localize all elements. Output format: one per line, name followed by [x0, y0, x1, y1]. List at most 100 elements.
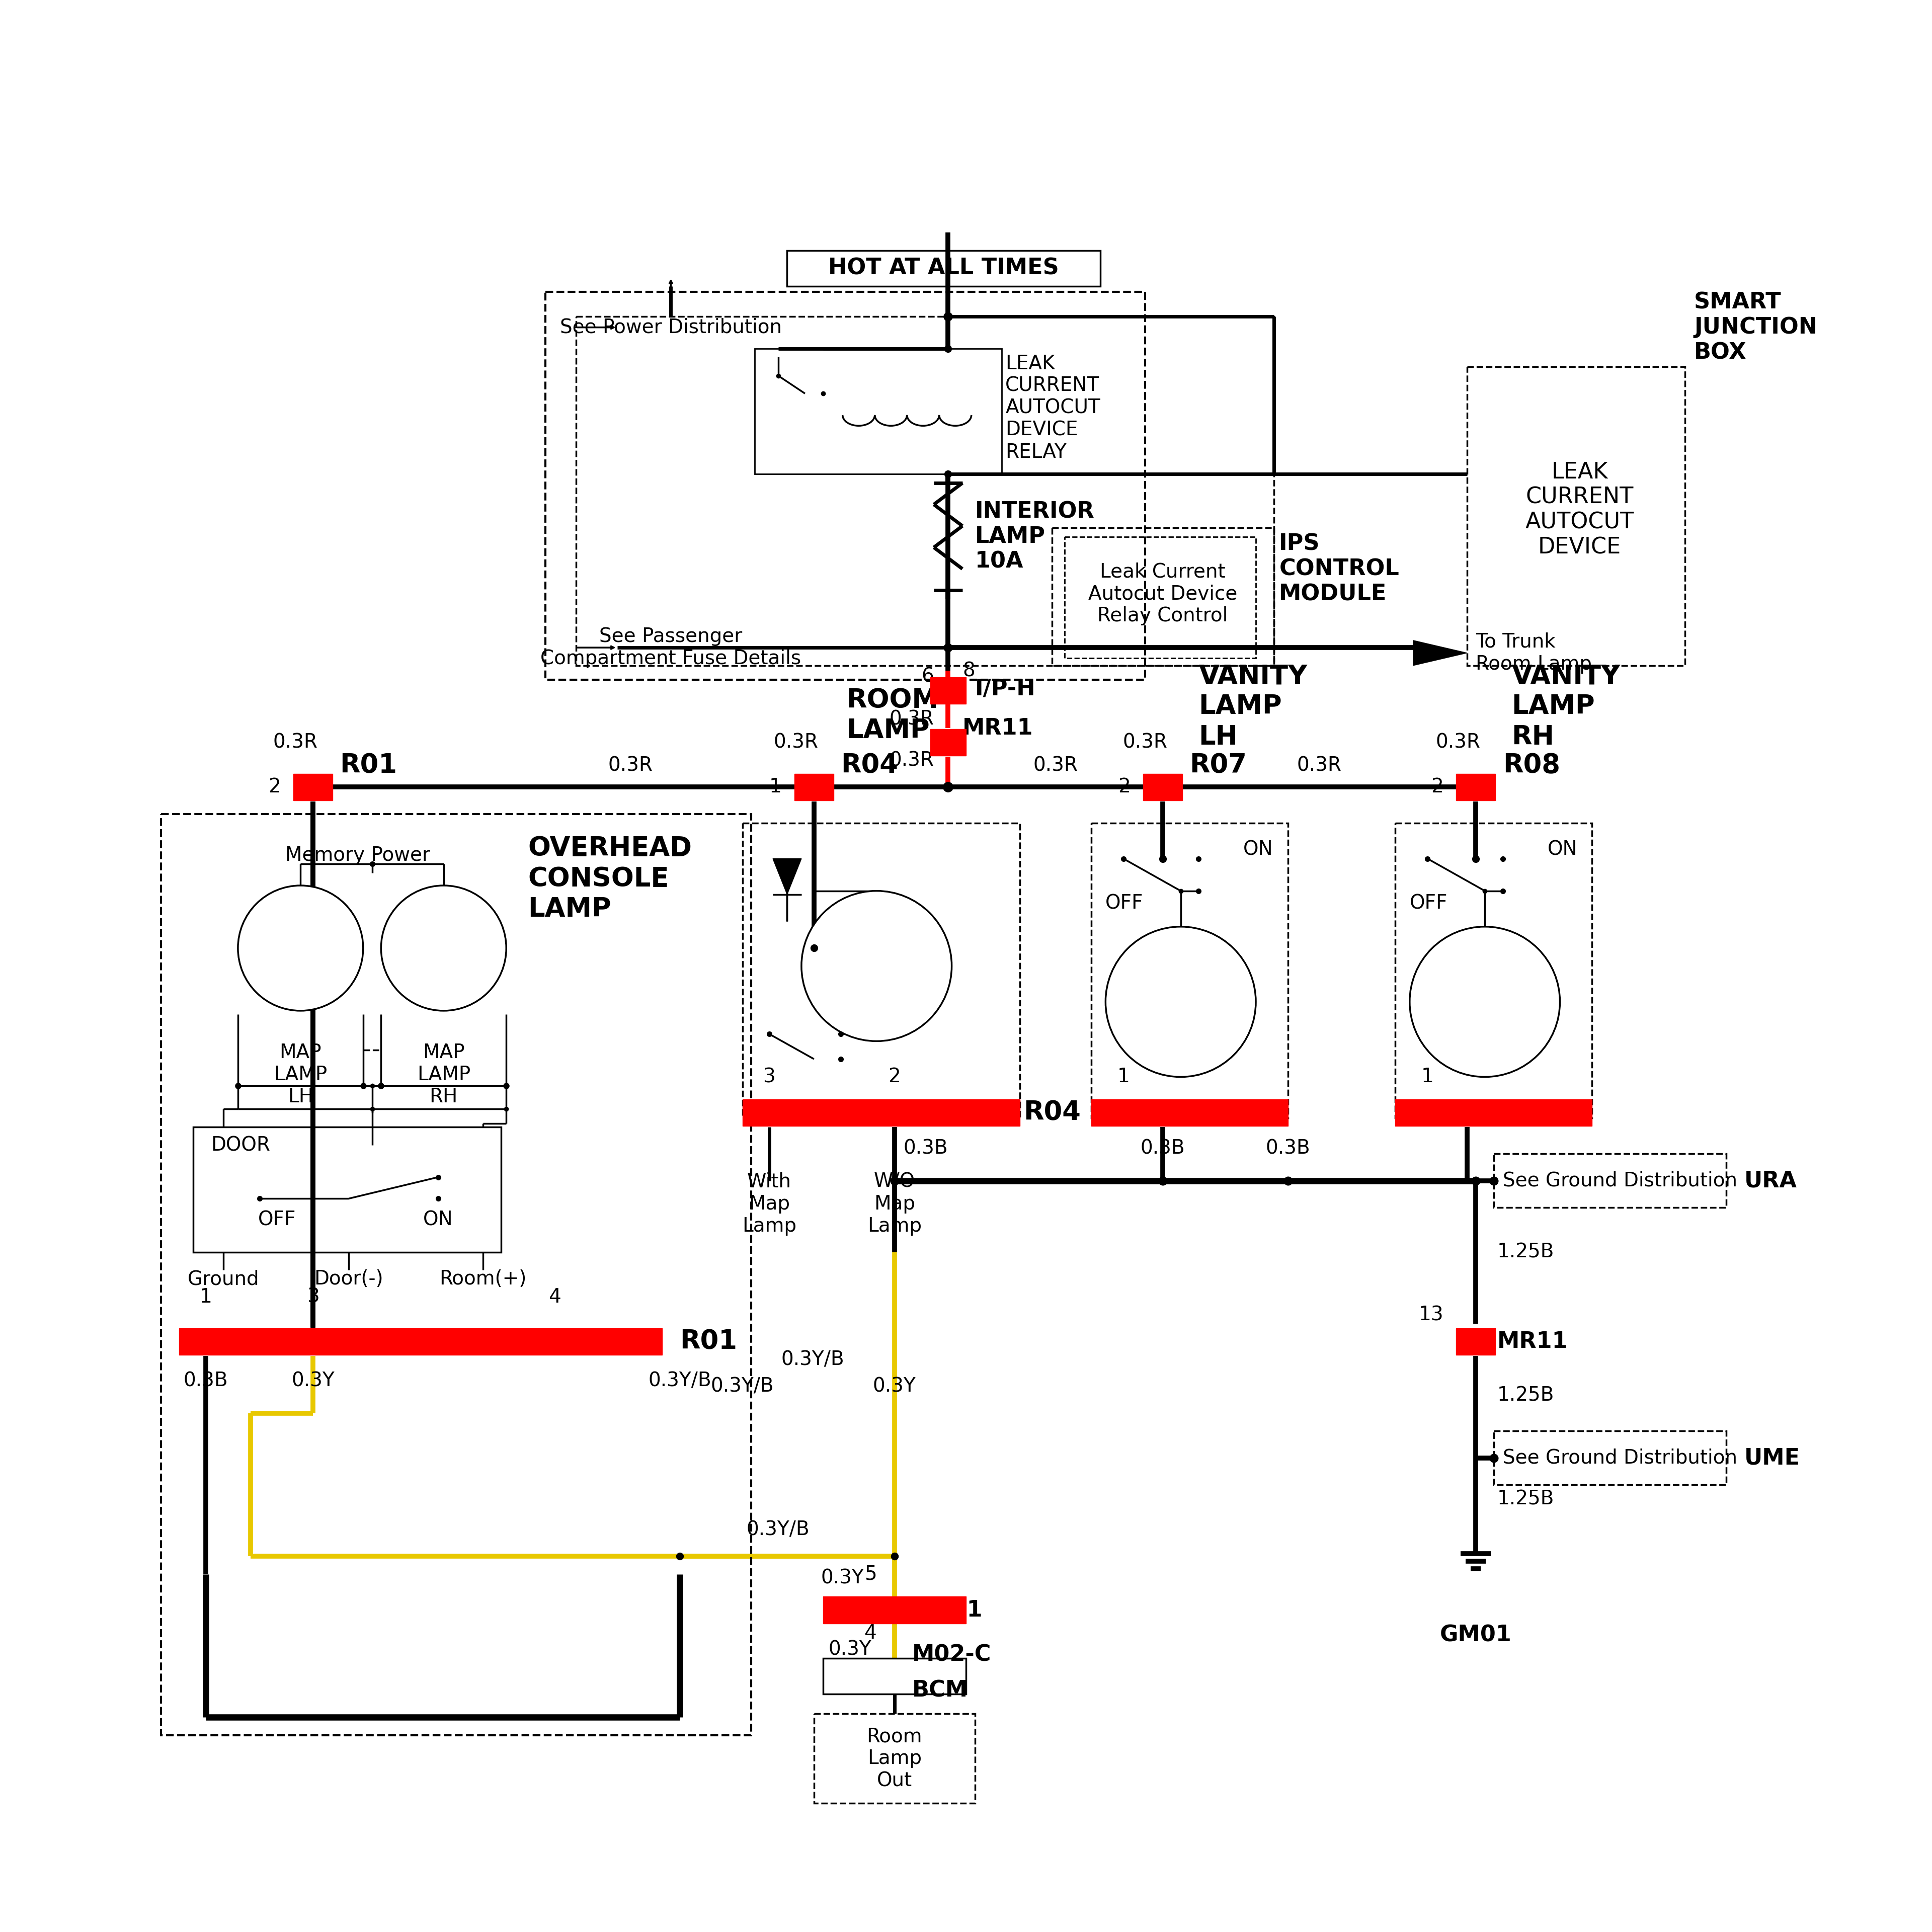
- Circle shape: [238, 885, 363, 1010]
- Text: UME: UME: [1745, 1447, 1801, 1468]
- Bar: [929, 728, 966, 755]
- Text: R04: R04: [1024, 1099, 1080, 1126]
- Text: LEAK
CURRENT
AUTOCUT
DEVICE
RELAY: LEAK CURRENT AUTOCUT DEVICE RELAY: [1005, 354, 1101, 462]
- Text: DOOR: DOOR: [211, 1136, 270, 1155]
- Text: See Ground Distribution: See Ground Distribution: [1503, 1171, 1737, 1190]
- Text: e: e: [437, 937, 450, 958]
- Text: See Passenger
Compartment Fuse Details: See Passenger Compartment Fuse Details: [541, 628, 802, 668]
- Text: OFF: OFF: [259, 1211, 296, 1229]
- Text: BCM: BCM: [912, 1679, 968, 1702]
- Bar: [1065, 537, 1256, 659]
- Text: 2: 2: [269, 777, 280, 796]
- Text: 6: 6: [922, 667, 933, 686]
- Text: 0.3R: 0.3R: [889, 752, 933, 769]
- Text: M02-C: M02-C: [912, 1644, 991, 1665]
- Text: OFF: OFF: [1410, 895, 1447, 914]
- Text: 1: 1: [199, 1287, 213, 1306]
- Text: R01: R01: [340, 753, 398, 779]
- Bar: [1092, 1099, 1289, 1126]
- Text: GM01: GM01: [1439, 1625, 1513, 1646]
- Text: e: e: [869, 954, 885, 978]
- Text: 5: 5: [864, 1565, 877, 1584]
- Text: 13: 13: [1418, 1306, 1443, 1325]
- Text: ON: ON: [1244, 840, 1273, 860]
- Text: 4: 4: [549, 1287, 560, 1306]
- Bar: [755, 350, 1003, 473]
- Text: 0.3R: 0.3R: [609, 755, 653, 775]
- Bar: [294, 773, 332, 800]
- Bar: [193, 1126, 500, 1252]
- Text: Leak Current
Autocut Device
Relay Control: Leak Current Autocut Device Relay Contro…: [1088, 562, 1236, 626]
- Text: With
Map
Lamp: With Map Lamp: [742, 1173, 796, 1236]
- Text: 0.3R: 0.3R: [773, 732, 819, 752]
- Text: R01: R01: [680, 1329, 738, 1354]
- Bar: [1144, 773, 1182, 800]
- Text: 0.3R: 0.3R: [889, 709, 933, 728]
- Bar: [813, 1714, 976, 1803]
- Text: 1.25B: 1.25B: [1497, 1490, 1555, 1509]
- Text: e: e: [1173, 989, 1188, 1014]
- Text: 1.25B: 1.25B: [1497, 1385, 1555, 1405]
- Circle shape: [1105, 927, 1256, 1076]
- Text: 0.3Y: 0.3Y: [829, 1640, 871, 1660]
- Text: ROOM
LAMP: ROOM LAMP: [846, 688, 939, 744]
- Text: INTERIOR
LAMP
10A: INTERIOR LAMP 10A: [976, 500, 1095, 572]
- Text: VANITY
LAMP
RH: VANITY LAMP RH: [1511, 663, 1621, 750]
- Circle shape: [381, 885, 506, 1010]
- Text: See Power Distribution: See Power Distribution: [560, 317, 782, 336]
- Text: 8: 8: [962, 661, 976, 680]
- Bar: [1051, 527, 1273, 665]
- Text: 2: 2: [1119, 777, 1130, 796]
- Bar: [823, 1596, 966, 1623]
- Text: MR11: MR11: [912, 1600, 983, 1621]
- Text: I/P-H: I/P-H: [976, 678, 1036, 699]
- Text: e: e: [294, 937, 307, 958]
- Text: IPS
CONTROL
MODULE: IPS CONTROL MODULE: [1279, 533, 1399, 605]
- Circle shape: [802, 891, 952, 1041]
- Bar: [180, 1329, 663, 1354]
- Text: 0.3Y/B: 0.3Y/B: [781, 1350, 844, 1370]
- Bar: [160, 813, 752, 1735]
- Text: ON: ON: [423, 1211, 454, 1229]
- Text: R07: R07: [1180, 1099, 1238, 1126]
- Bar: [786, 251, 1099, 286]
- Text: 1: 1: [1422, 1066, 1434, 1086]
- Text: MR11: MR11: [1497, 1331, 1569, 1352]
- Bar: [742, 823, 1020, 1119]
- Bar: [742, 1099, 1020, 1126]
- Text: 1.25B: 1.25B: [1497, 1242, 1555, 1262]
- Text: 0.3R: 0.3R: [1122, 732, 1167, 752]
- Text: 1: 1: [769, 777, 782, 796]
- Bar: [823, 1658, 966, 1694]
- Text: OVERHEAD
CONSOLE
LAMP: OVERHEAD CONSOLE LAMP: [527, 835, 692, 922]
- Text: Memory Power: Memory Power: [286, 846, 431, 866]
- Polygon shape: [1412, 639, 1466, 665]
- Bar: [1395, 823, 1592, 1119]
- Text: 0.3Y: 0.3Y: [292, 1372, 334, 1391]
- Polygon shape: [773, 858, 802, 895]
- Text: R08: R08: [1503, 753, 1559, 779]
- Bar: [1466, 367, 1685, 665]
- Bar: [1493, 1432, 1727, 1486]
- Text: 0.3B: 0.3B: [184, 1372, 228, 1391]
- Text: HOT AT ALL TIMES: HOT AT ALL TIMES: [829, 257, 1059, 278]
- Bar: [794, 773, 833, 800]
- Text: 0.3Y: 0.3Y: [821, 1569, 864, 1588]
- Text: 0.3B: 0.3B: [1265, 1140, 1310, 1157]
- Text: R04: R04: [840, 753, 898, 779]
- Bar: [576, 317, 1273, 665]
- Bar: [1395, 1099, 1592, 1126]
- Text: Room(+): Room(+): [439, 1269, 527, 1289]
- Text: 0.3Y: 0.3Y: [873, 1378, 916, 1397]
- Text: Door(-): Door(-): [315, 1269, 383, 1289]
- Bar: [1457, 1329, 1495, 1354]
- Text: 0.3Y/B: 0.3Y/B: [746, 1520, 810, 1540]
- Text: ON: ON: [1548, 840, 1577, 860]
- Text: A: A: [1435, 645, 1445, 661]
- Circle shape: [1410, 927, 1559, 1076]
- Text: 2: 2: [889, 1066, 900, 1086]
- Text: See Ground Distribution: See Ground Distribution: [1503, 1449, 1737, 1468]
- Text: Ground: Ground: [187, 1269, 259, 1289]
- Text: e: e: [1478, 989, 1493, 1014]
- Text: 0.3R: 0.3R: [1034, 755, 1078, 775]
